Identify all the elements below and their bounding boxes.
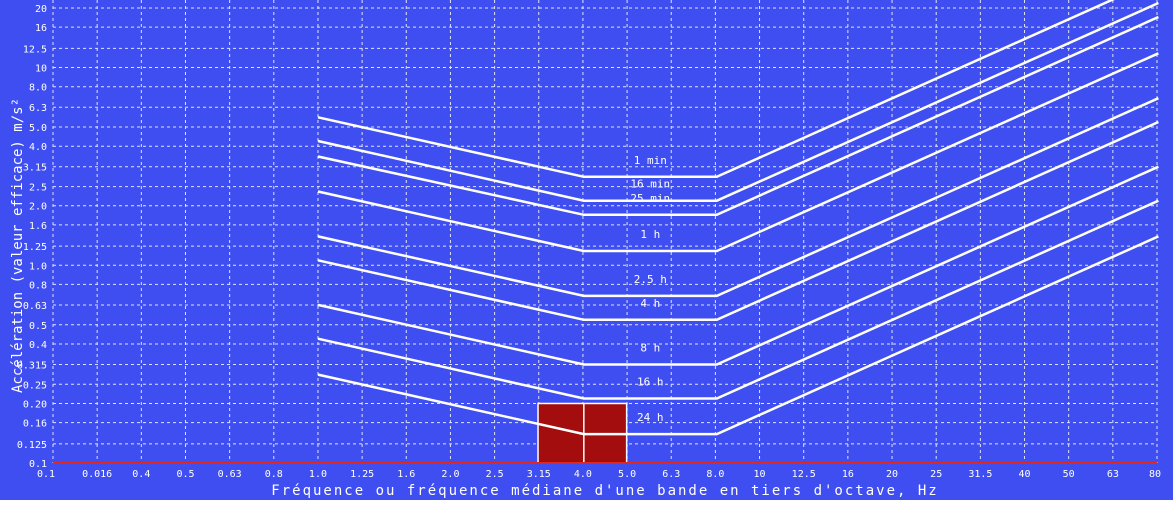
x-tick-label: 2.5 — [486, 469, 504, 480]
y-tick-label: 0.16 — [23, 419, 47, 430]
series-label: 8 h — [640, 341, 660, 354]
x-tick-label: 3.15 — [527, 469, 551, 480]
y-tick-label: 1.6 — [29, 221, 47, 232]
x-tick-label: 0.4 — [132, 469, 150, 480]
series-label: 1 h — [640, 228, 660, 241]
x-tick-label: 0.1 — [37, 469, 55, 480]
series-label: 1 min — [634, 154, 667, 167]
x-tick-label: 20 — [886, 469, 898, 480]
x-tick-label: 5.0 — [618, 469, 636, 480]
y-tick-labels: 20 16 12.5 10 8.0 6.3 5.0 4.0 3.15 2.5 2.0 1.6 1.25 1… — [17, 4, 47, 470]
series-line-6 — [317, 120, 1159, 322]
y-tick-label: 1.25 — [23, 242, 47, 253]
grid-lines — [52, 0, 1158, 464]
series-line-7 — [317, 165, 1159, 366]
y-tick-label: 10 — [35, 64, 47, 75]
y-tick-label: 5.0 — [29, 123, 47, 134]
x-tick-label: 8.0 — [706, 469, 724, 480]
x-tick-label: 4.0 — [574, 469, 592, 480]
series-line-5 — [317, 97, 1159, 298]
x-tick-label: 25 — [930, 469, 942, 480]
y-tick-label: 20 — [35, 4, 47, 15]
y-tick-label: 0.1 — [29, 459, 47, 470]
y-tick-label: 4.0 — [29, 142, 47, 153]
y-tick-label: 16 — [35, 23, 47, 34]
y-tick-label: 0.63 — [23, 301, 47, 312]
series-line-3 — [317, 15, 1159, 217]
y-tick-label: 0.8 — [29, 280, 47, 291]
series-label: 4 h — [640, 297, 660, 310]
y-tick-label: 3.15 — [23, 163, 47, 174]
y-tick-label: 0.20 — [23, 399, 47, 410]
y-tick-label: 2.5 — [29, 183, 47, 194]
series-label: 2.5 h — [634, 273, 667, 286]
series-label: 16 min — [630, 178, 670, 191]
series-line-9 — [317, 235, 1159, 436]
series-line-4 — [317, 52, 1159, 253]
y-tick-label: 0.315 — [17, 360, 47, 371]
series-label: 25 min — [630, 192, 670, 205]
y-tick-label: 12.5 — [23, 44, 47, 55]
x-tick-label: 16 — [842, 469, 854, 480]
y-axis-label: Accélération (valeur efficace) m/s² — [10, 98, 26, 393]
x-tick-label: 40 — [1018, 469, 1030, 480]
x-tick-label: 2.0 — [441, 469, 459, 480]
y-tick-label: 0.5 — [29, 321, 47, 332]
x-tick-label: 6.3 — [662, 469, 680, 480]
x-tick-label: 0.016 — [82, 469, 112, 480]
series-line-2 — [317, 1, 1159, 202]
x-tick-label: 80 — [1149, 469, 1161, 480]
y-tick-label: 0.125 — [17, 440, 47, 451]
x-tick-label: 50 — [1063, 469, 1075, 480]
x-tick-label: 63 — [1107, 469, 1119, 480]
series-label: 16 h — [637, 375, 664, 388]
x-tick-label: 0.63 — [218, 469, 242, 480]
x-tick-label: 31.5 — [968, 469, 992, 480]
y-tick-label: 1.0 — [29, 261, 47, 272]
x-tick-label: 1.0 — [309, 469, 327, 480]
x-tick-label: 0.8 — [265, 469, 283, 480]
y-tick-label: 0.4 — [29, 340, 47, 351]
x-tick-label: 1.25 — [350, 469, 374, 480]
series-lines — [317, 0, 1159, 436]
x-tick-labels: 0.1 0.016 0.4 0.5 0.63 0.8 1.0 1.25 1.6 2.0 2.5 3.1… — [37, 469, 1161, 480]
y-tick-label: 8.0 — [29, 83, 47, 94]
x-tick-label: 0.5 — [176, 469, 194, 480]
series-line-8 — [317, 199, 1159, 400]
x-axis-label: Fréquence ou fréquence médiane d'une ban… — [271, 483, 938, 499]
y-tick-label: 6.3 — [29, 103, 47, 114]
x-tick-label: 10 — [754, 469, 766, 480]
y-tick-label: 2.0 — [29, 202, 47, 213]
x-tick-label: 1.6 — [397, 469, 415, 480]
series-line-1 — [317, 0, 1115, 179]
y-tick-label: 0.25 — [23, 380, 47, 391]
series-label: 24 h — [637, 411, 664, 424]
x-tick-label: 12.5 — [792, 469, 816, 480]
